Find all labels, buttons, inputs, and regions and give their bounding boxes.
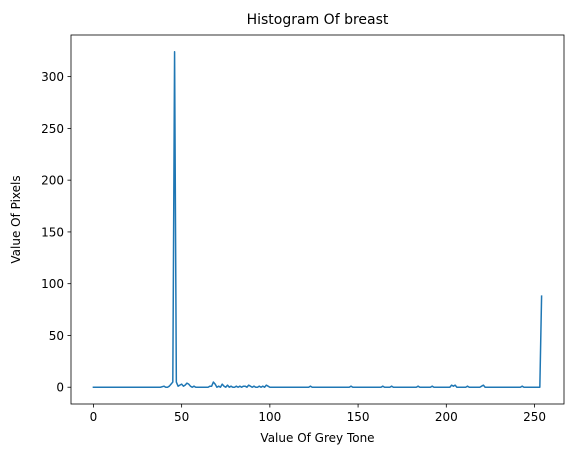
series-line xyxy=(92,51,543,388)
x-tick-label: 200 xyxy=(435,410,458,424)
plot-frame xyxy=(70,34,565,405)
y-axis-label: Value Of Pixels xyxy=(9,175,23,263)
y-tick-label: 100 xyxy=(41,277,64,291)
chart-title: Histogram Of breast xyxy=(247,12,389,28)
y-tick-label: 50 xyxy=(49,329,64,343)
x-tick-label: 250 xyxy=(523,410,546,424)
y-tick-label: 250 xyxy=(41,122,64,136)
y-tick-label: 200 xyxy=(41,174,64,188)
plot-area: 0 50 100 150 200 250 0 50 100 150 200 250 300 xyxy=(41,34,565,424)
x-axis-label: Value Of Grey Tone xyxy=(260,431,374,445)
x-tick-label: 0 xyxy=(90,410,98,424)
x-tick-label: 50 xyxy=(174,410,189,424)
y-tick-label: 300 xyxy=(41,70,64,84)
x-tick-label: 100 xyxy=(258,410,281,424)
y-tick-label: 0 xyxy=(56,381,64,395)
y-tick-label: 150 xyxy=(41,225,64,239)
x-tick-label: 150 xyxy=(347,410,370,424)
